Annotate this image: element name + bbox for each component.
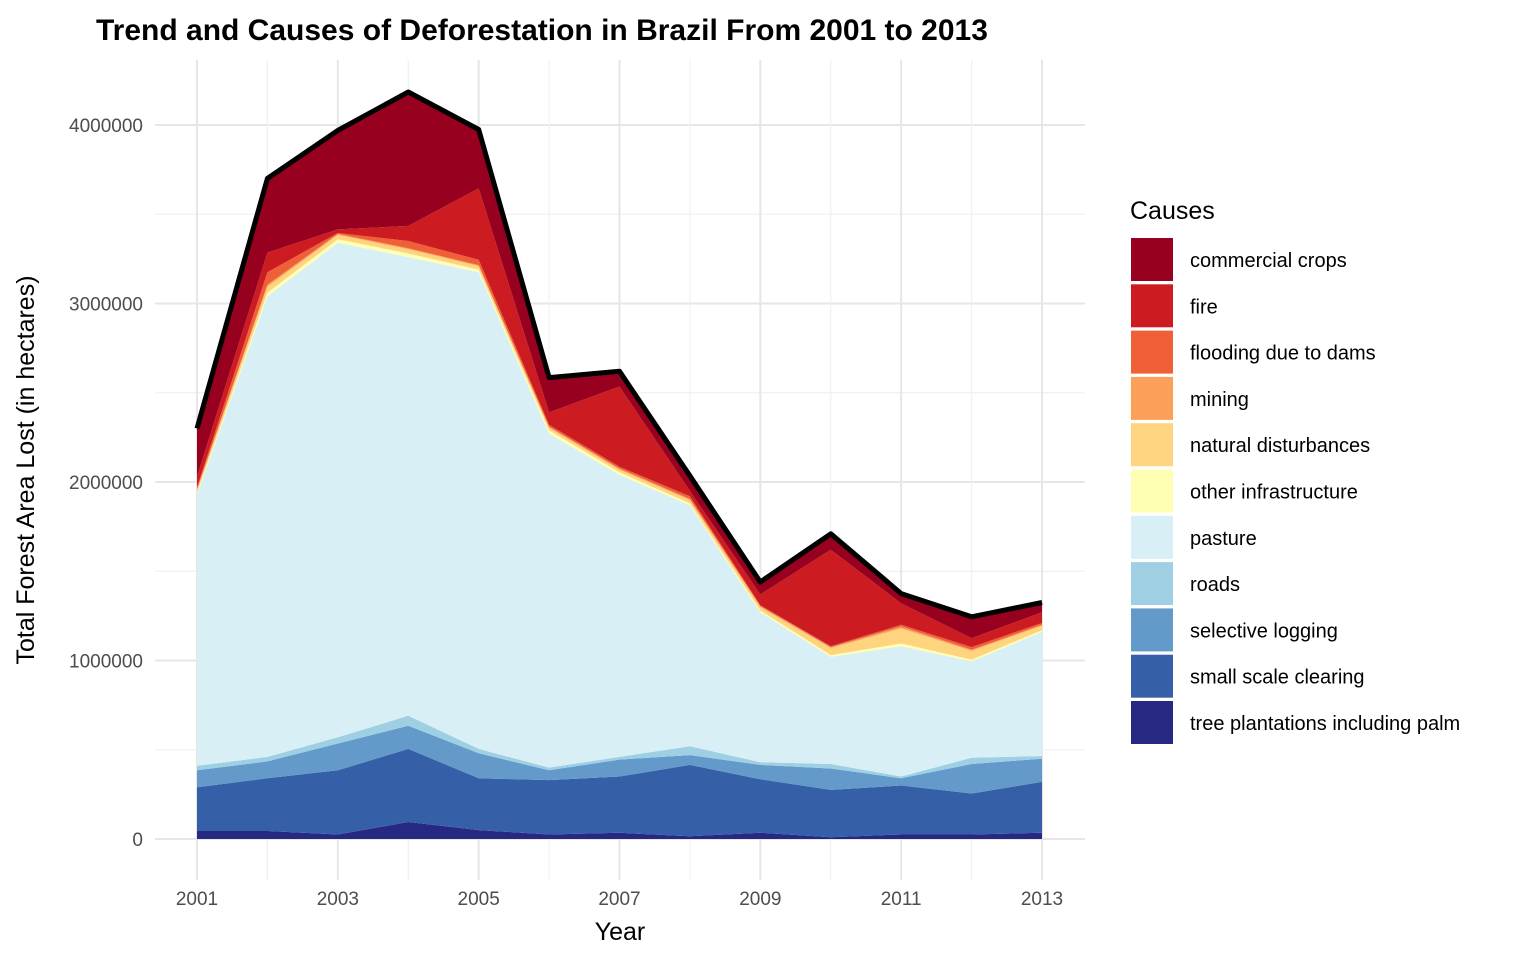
y-axis-title: Total Forest Area Lost (in hectares): [12, 275, 40, 664]
x-tick-label: 2011: [881, 889, 922, 910]
legend-swatch: [1131, 238, 1173, 281]
area-small-scale-clearing: [197, 748, 1042, 838]
x-tick-label: 2003: [317, 889, 359, 910]
legend-label: roads: [1190, 574, 1240, 596]
legend-label: commercial crops: [1190, 250, 1347, 272]
legend-swatch: [1131, 515, 1173, 559]
x-axis-ticks: 2001 2003 2005 2007 2009 2011 2013: [176, 889, 1063, 910]
legend-swatch: [1131, 284, 1173, 328]
legend-swatch: [1131, 469, 1173, 513]
x-tick-label: 2001: [176, 889, 218, 910]
chart-title: Trend and Causes of Deforestation in Bra…: [96, 14, 988, 47]
x-tick-label: 2005: [458, 889, 500, 910]
legend-label: flooding due to dams: [1190, 343, 1376, 365]
y-tick-label: 0: [132, 830, 143, 851]
area-tree-plantations-including-palm: [197, 822, 1042, 839]
total-line-group: [194, 89, 1043, 620]
y-axis-ticks: 0 1000000 2000000 3000000 4000000: [69, 116, 143, 851]
legend-swatch: [1131, 562, 1173, 606]
legend-title: Causes: [1130, 197, 1215, 225]
y-tick-label: 2000000: [69, 473, 143, 494]
x-tick-label: 2007: [598, 889, 640, 910]
legend-swatch: [1131, 608, 1173, 652]
area-mining: [197, 233, 1042, 651]
stacked-areas: [197, 92, 1042, 839]
legend-swatch: [1131, 701, 1173, 744]
legend-label: natural disturbances: [1190, 435, 1370, 457]
legend: commercial crops fire flooding due to dams…: [1131, 238, 1460, 744]
legend-label: fire: [1190, 296, 1218, 318]
area-natural-disturbances: [197, 234, 1042, 660]
x-axis-title: Year: [595, 918, 646, 946]
legend-label: small scale clearing: [1190, 667, 1365, 689]
x-tick-label: 2013: [1021, 889, 1063, 910]
y-tick-label: 1000000: [69, 652, 143, 673]
legend-swatch: [1131, 423, 1173, 467]
legend-label: mining: [1190, 389, 1249, 411]
y-tick-label: 4000000: [69, 116, 143, 137]
legend-label: other infrastructure: [1190, 482, 1358, 504]
area-pasture: [197, 242, 1042, 777]
x-tick-label: 2009: [739, 889, 781, 910]
legend-label: pasture: [1190, 528, 1257, 550]
area-fire: [197, 188, 1042, 648]
legend-swatch: [1131, 330, 1173, 374]
y-tick-label: 3000000: [69, 295, 143, 316]
legend-swatch: [1131, 376, 1173, 420]
total-line: [194, 89, 1043, 620]
legend-swatch: [1131, 654, 1173, 698]
legend-label: tree plantations including palm: [1190, 713, 1460, 735]
legend-label: selective logging: [1190, 620, 1338, 642]
